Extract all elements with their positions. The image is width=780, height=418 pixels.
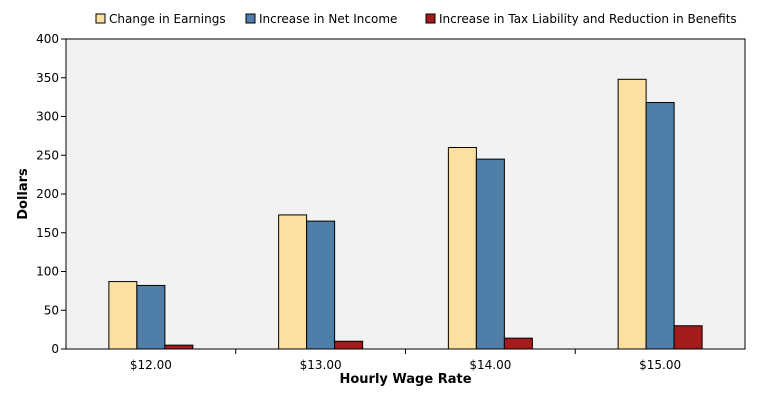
bar-series-2-0 xyxy=(136,284,166,350)
bar-series-1-2 xyxy=(447,147,477,350)
legend-swatch xyxy=(95,13,106,24)
y-tick-label: 400 xyxy=(36,32,59,46)
bar-series-1-3 xyxy=(617,78,647,350)
legend-item: Increase in Net Income xyxy=(245,12,397,26)
legend-swatch xyxy=(425,13,436,24)
legend-label: Change in Earnings xyxy=(109,12,226,26)
x-tick-label: $13.00 xyxy=(300,358,342,372)
y-axis-title: Dollars xyxy=(16,168,31,220)
bar-series-3-1 xyxy=(334,340,364,350)
y-tick-label: 50 xyxy=(44,303,59,317)
x-tick-label: $12.00 xyxy=(130,358,172,372)
legend: Change in Earnings Increase in Net Income… xyxy=(95,12,737,26)
y-tick-label: 200 xyxy=(36,187,59,201)
x-axis-title: Hourly Wage Rate xyxy=(339,372,471,387)
y-tick-label: 150 xyxy=(36,226,59,240)
x-axis: $12.00 $13.00 $14.00 $15.00 xyxy=(130,349,681,372)
bar-series-2-1 xyxy=(306,220,336,350)
bar-series-3-2 xyxy=(503,337,533,350)
legend-label: Increase in Tax Liability and Reduction … xyxy=(439,12,737,26)
legend-item: Change in Earnings xyxy=(95,12,226,26)
bar-series-3-3 xyxy=(673,325,703,350)
bar-series-2-2 xyxy=(475,158,505,350)
y-tick-label: 0 xyxy=(51,342,59,356)
y-axis: 0 50 100 150 200 250 300 350 400 xyxy=(36,32,66,356)
y-tick-label: 100 xyxy=(36,265,59,279)
bar-series-1-0 xyxy=(108,281,138,350)
legend-label: Increase in Net Income xyxy=(259,12,397,26)
bar-series-3-0 xyxy=(164,344,194,350)
legend-swatch xyxy=(245,13,256,24)
x-tick-label: $14.00 xyxy=(469,358,511,372)
x-tick-label: $15.00 xyxy=(639,358,681,372)
y-tick-label: 350 xyxy=(36,71,59,85)
bars xyxy=(108,78,703,350)
y-tick-label: 250 xyxy=(36,148,59,162)
legend-item: Increase in Tax Liability and Reduction … xyxy=(425,12,737,26)
bar-series-1-1 xyxy=(278,214,308,350)
y-tick-label: 300 xyxy=(36,110,59,124)
bar-series-2-3 xyxy=(645,102,675,350)
